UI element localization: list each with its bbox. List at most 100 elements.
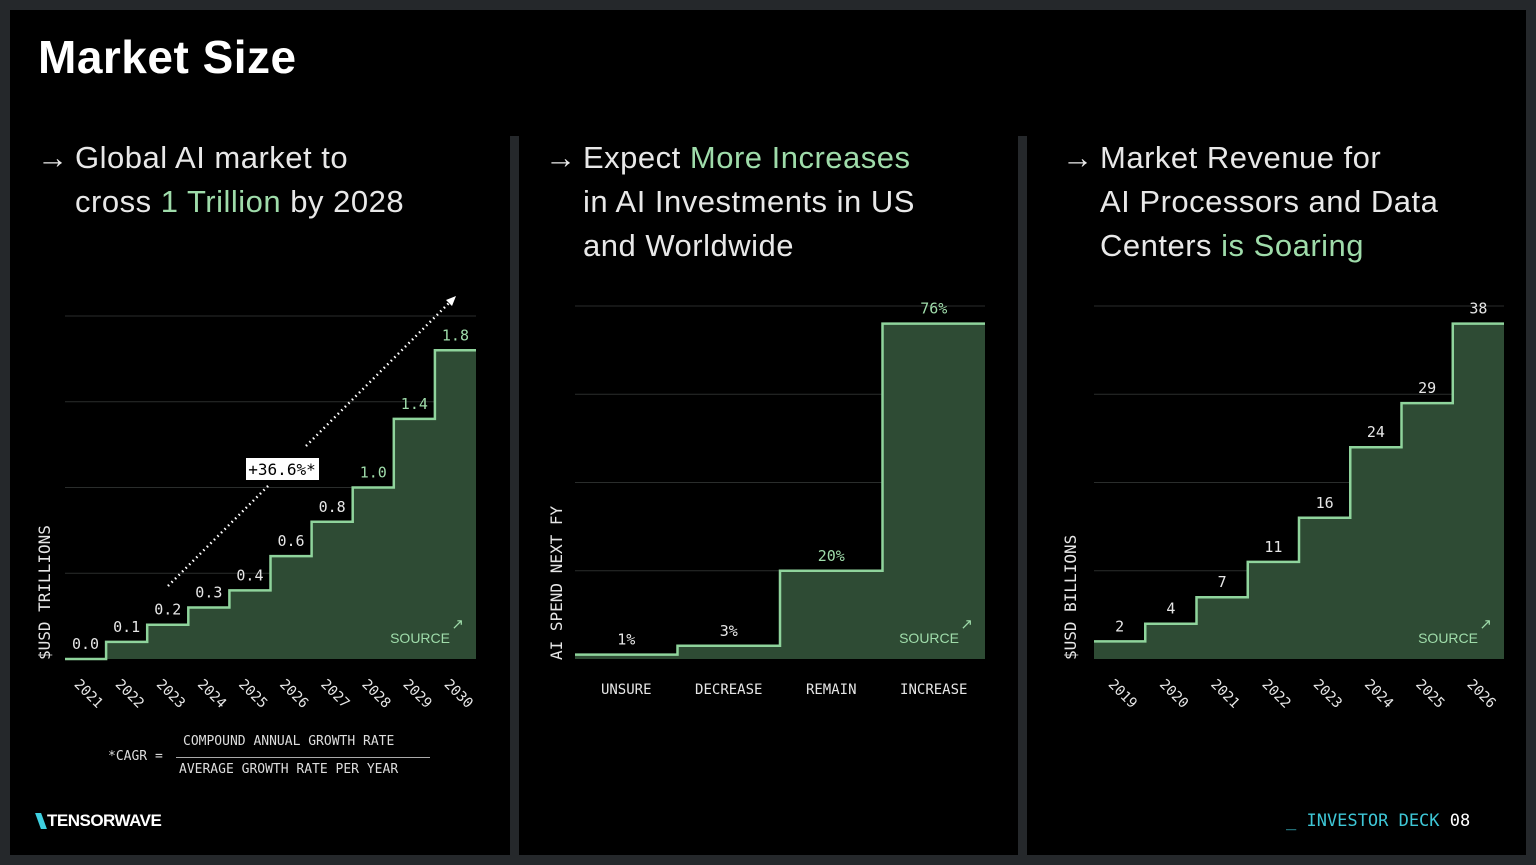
x-tick-label: 2021: [1207, 677, 1242, 712]
value-label: 0.2: [154, 601, 181, 619]
x-tick-label: 2019: [1105, 677, 1140, 712]
heading-line: and Worldwide: [583, 224, 915, 268]
heading-text: in AI Investments in US: [583, 184, 915, 219]
value-label: 1%: [617, 631, 635, 649]
value-label: 0.6: [278, 532, 305, 550]
y-axis-label: AI SPEND NEXT FY: [547, 506, 566, 660]
step-bar: [1299, 518, 1350, 659]
heading-line: Global AI market to: [75, 136, 404, 180]
heading-text: AI Processors and Data: [1100, 184, 1439, 219]
x-tick-label: 2026: [1464, 677, 1499, 712]
value-label: 20%: [818, 547, 845, 565]
step-bar: [394, 419, 435, 659]
heading-line: cross 1 Trillion by 2028: [75, 180, 404, 224]
x-tick-label: 2026: [276, 677, 311, 712]
brand-name: TENSORWAVE: [47, 811, 162, 830]
value-label: 7: [1218, 573, 1227, 591]
x-tick-label: 2023: [1310, 677, 1345, 712]
step-bar: [883, 324, 986, 659]
arrow-up-right-icon: ↗: [451, 616, 464, 633]
step-bar: [575, 655, 678, 659]
heading-line: AI Processors and Data: [1100, 180, 1438, 224]
step-bar: [106, 642, 147, 659]
step-line: [1094, 322, 1504, 643]
step-bar: [1094, 641, 1145, 659]
step-bar: [312, 522, 353, 659]
value-label: 1.0: [360, 464, 387, 482]
value-label: 29: [1418, 379, 1436, 397]
step-bar: [678, 646, 781, 659]
step-area: [65, 350, 476, 659]
step-bar: [1350, 447, 1401, 659]
cagr-numerator: COMPOUND ANNUAL GROWTH RATE: [183, 734, 395, 749]
x-tick-label: 2020: [1156, 677, 1191, 712]
value-label: 24: [1367, 423, 1385, 441]
step-bar: [435, 350, 476, 659]
step-bar: [229, 590, 270, 659]
value-label: 38: [1469, 300, 1487, 318]
step-bar: [780, 571, 883, 659]
arrow-up-right-icon: ↗: [1479, 616, 1492, 633]
value-label: 0.1: [113, 618, 140, 636]
x-tick-label: 2024: [194, 677, 229, 712]
x-tick-label: DECREASE: [695, 682, 762, 698]
x-tick-label: UNSURE: [601, 682, 652, 698]
heading-line: in AI Investments in US: [583, 180, 915, 224]
x-tick-label: INCREASE: [900, 682, 967, 698]
heading-text: Global AI market to: [75, 140, 349, 175]
step-bar: [1402, 403, 1453, 659]
step-bar: [1145, 624, 1196, 659]
tensorwave-logo: TENSORWAVE: [35, 811, 162, 831]
value-label: 2: [1115, 617, 1124, 635]
x-tick-label: 2030: [441, 677, 476, 712]
heading-text: by 2028: [281, 184, 405, 219]
page-number: 08: [1449, 811, 1471, 831]
heading-text: Expect: [583, 140, 690, 175]
y-axis-label: $USD TRILLIONS: [35, 525, 54, 660]
panel-2-heading: → Expect More Increases in AI Investments …: [545, 136, 915, 268]
heading-text: Market Revenue for: [1100, 140, 1382, 175]
value-label: 16: [1316, 494, 1334, 512]
heading-highlight: is Soaring: [1221, 228, 1365, 263]
heading-highlight: 1 Trillion: [160, 184, 282, 219]
value-label: 3%: [720, 622, 738, 640]
heading-line: Expect More Increases: [583, 136, 915, 180]
x-tick-label: 2021: [71, 677, 106, 712]
fraction-bar: [176, 757, 430, 758]
cagr-label: *CAGR =: [108, 749, 163, 764]
panel-3-heading: → Market Revenue for AI Processors and Dat…: [1062, 136, 1438, 268]
step-line: [65, 349, 476, 661]
deck-prefix: _ INVESTOR DECK: [1286, 811, 1440, 831]
value-label: 0.0: [72, 635, 99, 653]
value-label: 0.8: [319, 498, 346, 516]
page-title: Market Size: [38, 31, 297, 83]
source-link[interactable]: SOURCE: [899, 630, 959, 646]
step-bar: [188, 608, 229, 659]
arrow-up-right-icon: ↗: [960, 616, 973, 633]
value-label: 11: [1264, 538, 1282, 556]
step-bar: [147, 625, 188, 659]
source-link[interactable]: SOURCE: [1418, 630, 1478, 646]
y-axis-label: $USD BILLIONS: [1061, 535, 1080, 660]
x-tick-label: 2022: [1259, 677, 1294, 712]
source-link[interactable]: SOURCE: [390, 630, 450, 646]
value-label: 0.4: [236, 566, 263, 584]
heading-text: and Worldwide: [583, 228, 794, 263]
x-tick-label: 2027: [317, 677, 352, 712]
arrow-right-icon: →: [545, 140, 577, 175]
arrow-right-icon: →: [37, 140, 69, 175]
x-tick-label: REMAIN: [806, 682, 857, 698]
value-label: 76%: [920, 300, 947, 318]
x-tick-label: 2024: [1361, 677, 1396, 712]
step-line: [575, 322, 985, 656]
heading-line: Centers is Soaring: [1100, 224, 1438, 268]
step-bar: [1248, 562, 1299, 659]
cagr-denominator: AVERAGE GROWTH RATE PER YEAR: [179, 762, 399, 777]
x-tick-label: 2025: [1412, 677, 1447, 712]
x-tick-label: 2023: [153, 677, 188, 712]
value-label: 1.4: [401, 395, 428, 413]
arrow-right-icon: →: [1062, 140, 1094, 175]
step-bar: [1453, 324, 1504, 659]
value-label: 4: [1166, 600, 1175, 618]
x-tick-label: 2025: [235, 677, 270, 712]
